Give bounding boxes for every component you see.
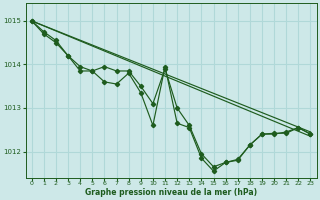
X-axis label: Graphe pression niveau de la mer (hPa): Graphe pression niveau de la mer (hPa): [85, 188, 257, 197]
